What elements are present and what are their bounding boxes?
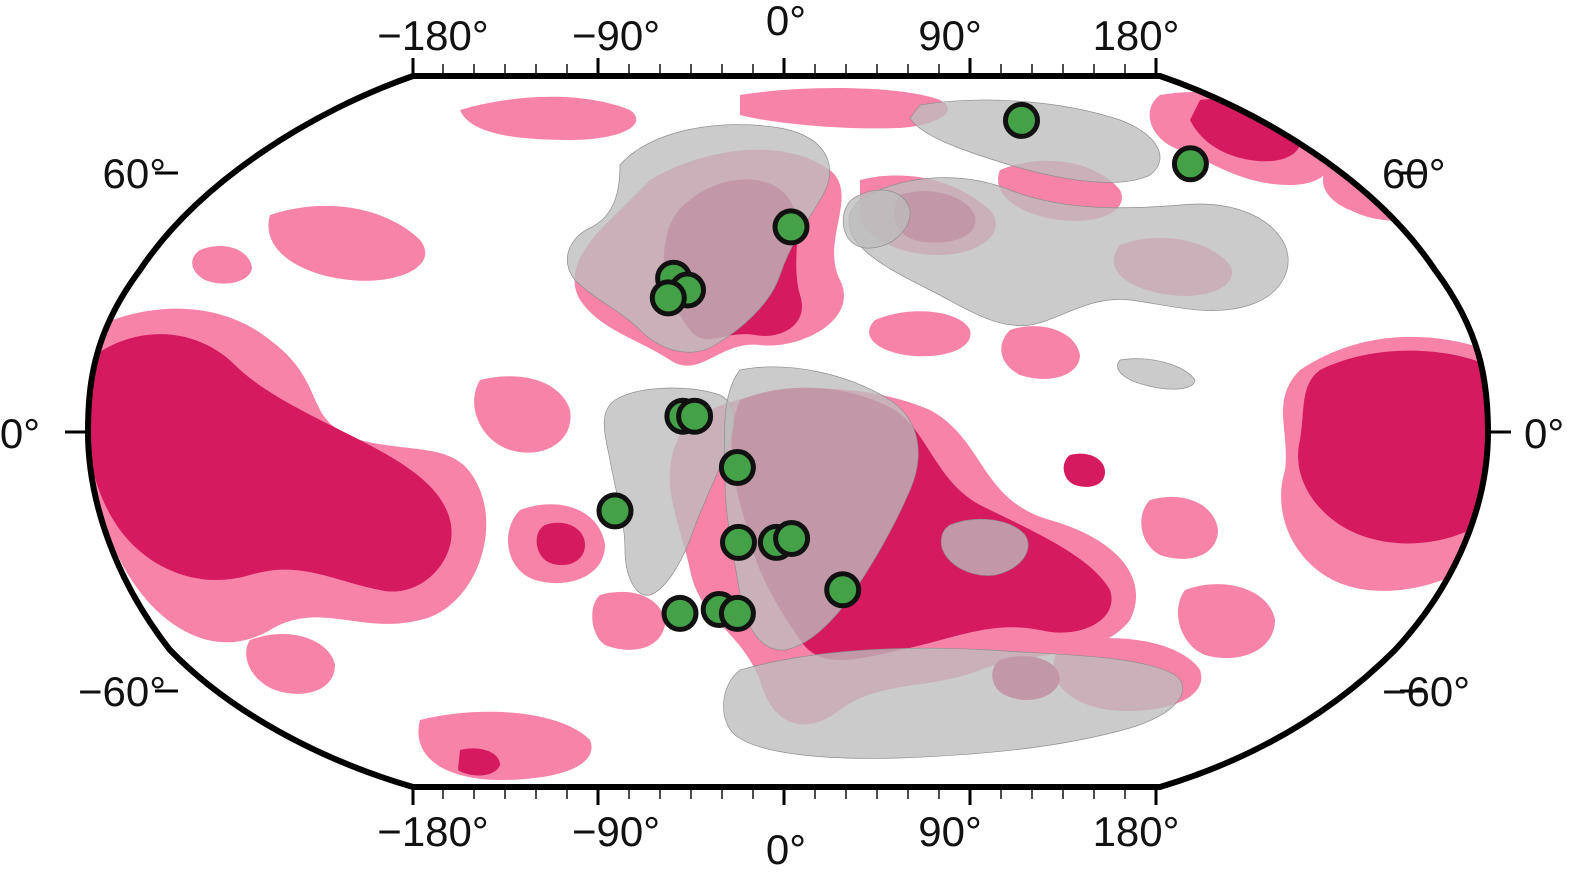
bottom-axis: −180° −90° 0° 90° 180° <box>377 787 1179 873</box>
island-continent <box>1117 358 1196 390</box>
site-markers <box>596 101 1209 632</box>
site-marker <box>720 523 757 561</box>
top-label: −90° <box>572 12 660 59</box>
northeast-asia-continent <box>909 99 1161 183</box>
site-marker <box>1003 101 1040 139</box>
bottom-label: −90° <box>572 808 660 855</box>
africa-continent <box>724 366 919 651</box>
site-marker <box>649 279 687 317</box>
left-axis: 60° 0° −60° <box>0 150 178 715</box>
site-marker <box>596 492 634 530</box>
bottom-label: 90° <box>918 808 982 855</box>
antarctica-continent <box>723 647 1184 759</box>
south-america-continent <box>603 387 734 596</box>
site-marker <box>1171 145 1209 183</box>
top-label: −180° <box>377 12 488 59</box>
right-label: 60° <box>1382 150 1446 197</box>
map-content <box>88 76 1488 787</box>
australia-continent <box>940 518 1029 576</box>
site-marker <box>676 397 714 435</box>
site-marker <box>772 208 810 246</box>
bottom-label: 0° <box>766 826 806 873</box>
right-axis: 60° 0° −60° <box>1382 150 1564 715</box>
left-label: 0° <box>0 410 40 457</box>
site-marker <box>661 594 699 632</box>
top-label: 180° <box>1093 12 1180 59</box>
left-label: 60° <box>102 150 166 197</box>
map-frame <box>84 73 1492 790</box>
continent-layer <box>566 99 1289 759</box>
site-marker <box>718 594 756 632</box>
bottom-label: 180° <box>1093 808 1180 855</box>
right-label: −60° <box>1382 668 1470 715</box>
top-label: 0° <box>766 0 806 44</box>
right-label: 0° <box>1524 410 1564 457</box>
bottom-label: −180° <box>377 808 488 855</box>
left-label: −60° <box>78 668 166 715</box>
top-label: 90° <box>918 12 982 59</box>
minor-ticks <box>442 64 1126 799</box>
greenland-continent <box>842 189 911 249</box>
site-marker <box>718 449 756 486</box>
north-america-continent <box>566 124 830 353</box>
top-axis: −180° −90° 0° 90° 180° <box>377 0 1179 76</box>
eurasia-continent <box>848 177 1289 326</box>
site-marker <box>824 571 862 609</box>
site-marker <box>773 520 811 557</box>
